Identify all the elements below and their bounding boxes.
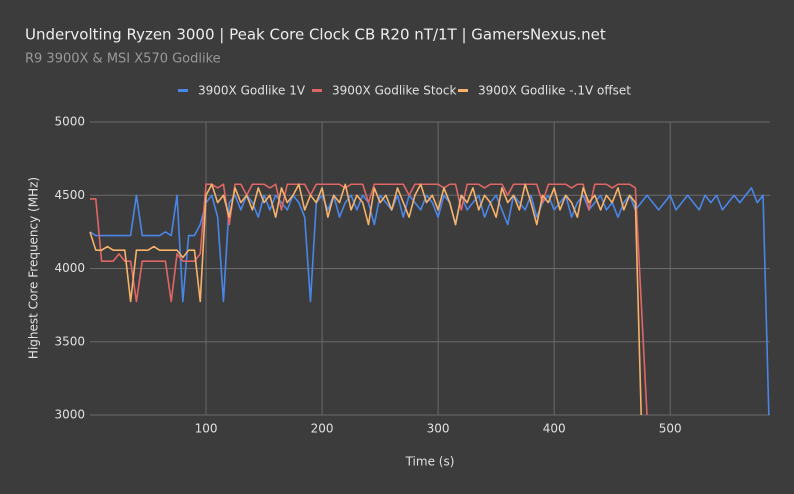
- x-tick-label: 300: [427, 422, 450, 436]
- series-line: [89, 183, 642, 416]
- y-tick-label: 4500: [54, 188, 85, 202]
- chart-title: Undervolting Ryzen 3000 | Peak Core Cloc…: [25, 26, 606, 44]
- x-tick-label: 400: [543, 422, 566, 436]
- x-tick-label: 500: [659, 422, 682, 436]
- x-tick-label: 200: [311, 422, 334, 436]
- legend-swatch: [312, 89, 322, 92]
- x-tick-label: 100: [195, 422, 218, 436]
- chart-subtitle: R9 3900X & MSI X570 Godlike: [25, 52, 221, 67]
- y-tick-label: 5000: [54, 115, 85, 129]
- y-tick-label: 3000: [54, 408, 85, 422]
- legend-label: 3900X Godlike 1V: [198, 84, 306, 98]
- legend-label: 3900X Godlike Stock: [332, 84, 456, 98]
- y-tick-label: 3500: [54, 334, 85, 348]
- legend-label: 3900X Godlike -.1V offset: [478, 84, 631, 98]
- x-axis-label: Time (s): [405, 455, 455, 469]
- series-line: [90, 183, 648, 416]
- y-axis-label: Highest Core Frequency (MHz): [27, 177, 41, 359]
- legend-swatch: [458, 89, 468, 92]
- y-tick-label: 4000: [54, 261, 85, 275]
- legend-swatch: [178, 89, 188, 92]
